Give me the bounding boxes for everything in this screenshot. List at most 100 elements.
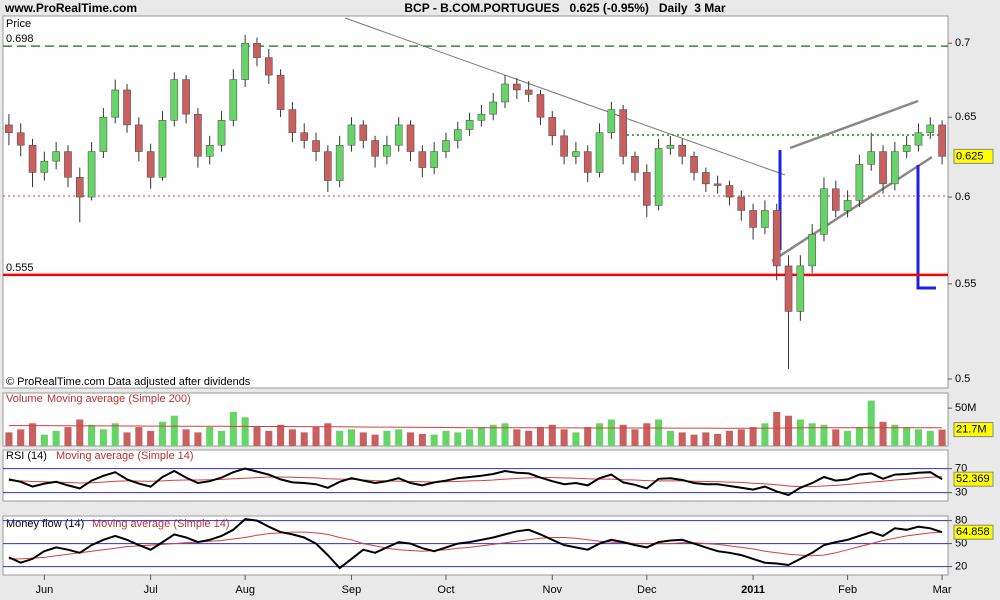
volume-bar [76, 419, 84, 446]
volume-bar [324, 423, 332, 446]
volume-bar [749, 427, 757, 446]
volume-bar [442, 430, 450, 446]
site-name: www.ProRealTime.com [4, 1, 137, 15]
volume-bar [666, 430, 674, 446]
last-value-label: 64.858 [956, 526, 990, 538]
volume-bar [17, 429, 25, 446]
candle-body [324, 151, 332, 181]
volume-bar [714, 433, 722, 446]
volume-bar [584, 427, 592, 446]
volume-bar [607, 419, 615, 446]
candle-body [335, 144, 344, 181]
volume-bar [903, 427, 911, 446]
volume-bar [206, 427, 214, 446]
volume-bar [525, 430, 533, 446]
x-tick-label: Oct [437, 584, 454, 596]
candle-body [772, 210, 781, 267]
candle-body [678, 144, 687, 157]
panel-title: RSI (14) [6, 450, 47, 462]
candle-body [406, 124, 415, 152]
candle-body [831, 188, 840, 211]
volume-bar [938, 429, 946, 446]
candle-body [926, 124, 935, 133]
candle-body [702, 172, 710, 185]
candle-body [891, 151, 899, 185]
last-value: 64.858 [953, 524, 994, 540]
y-tick-label: 0.55 [955, 278, 976, 290]
volume-bar [560, 429, 568, 446]
candle-body [477, 113, 486, 121]
candle-body [867, 151, 876, 165]
volume-bar [194, 432, 202, 446]
candle-body [595, 132, 604, 173]
volume-bar [123, 432, 131, 446]
y-tick-label: 0.6 [955, 191, 970, 203]
candle-body [713, 183, 722, 186]
volume-bar [395, 429, 403, 446]
candle-body [217, 120, 226, 146]
x-tick-label: Sep [342, 584, 362, 596]
volume-bar [466, 429, 474, 446]
candle-body [583, 151, 592, 173]
candle-body [5, 124, 13, 133]
y-tick-label: 20 [955, 560, 967, 572]
candle-body [619, 109, 627, 157]
y-tick-label: 0.5 [955, 373, 970, 385]
volume-bar [501, 423, 509, 446]
volume-bar [619, 424, 627, 446]
volume-bar [690, 434, 698, 446]
y-tick-label: 80 [955, 515, 967, 527]
candle-body [288, 109, 297, 133]
volume-bar [182, 429, 190, 446]
volume-bar [784, 415, 793, 446]
panel-title: Money flow (14) [6, 518, 84, 530]
volume-bar [844, 430, 852, 446]
volume-bar [820, 424, 828, 446]
candle-body [64, 151, 72, 178]
candle-body [418, 151, 427, 168]
last-value-box [953, 148, 994, 164]
candle-body [347, 124, 356, 146]
wedge-lower [771, 155, 933, 263]
candle-body [524, 89, 533, 95]
volume-bar [288, 429, 296, 446]
candle-body [536, 94, 545, 118]
volume-bar [513, 429, 521, 446]
x-tick-label: Dec [637, 584, 657, 596]
x-tick-label: Jul [144, 584, 158, 596]
price-panel [2, 15, 949, 389]
volume-bar [147, 430, 155, 446]
candle-body [453, 129, 462, 141]
candle-body [843, 200, 852, 211]
volume-bar [418, 433, 426, 446]
trend-line [344, 17, 786, 176]
candle-body [820, 188, 828, 235]
candle-body [75, 177, 84, 198]
note: © ProRealTime.com Data adjusted after di… [6, 376, 251, 388]
candle-body [572, 151, 580, 157]
candle-body [808, 234, 816, 267]
last-value: 0.625 [953, 148, 994, 164]
candle-body [548, 116, 557, 137]
x-tick-label: Jun [35, 584, 53, 596]
volume-bar [761, 423, 769, 446]
candle-body [914, 132, 923, 146]
volume-bar [572, 432, 580, 446]
volume-bar [548, 424, 556, 446]
volume-bar [52, 430, 60, 446]
volume-bar [158, 421, 167, 446]
candle-body [123, 89, 131, 126]
panel-title: Volume [6, 393, 43, 405]
candle-body [158, 120, 167, 178]
candle-body [749, 210, 757, 228]
data-line [8, 467, 943, 497]
volume-bar [347, 429, 356, 446]
ma-line [8, 425, 943, 429]
panel-title: Price [6, 18, 31, 30]
data-line [8, 518, 943, 570]
ma-name: Moving average (Simple 14) [92, 518, 230, 530]
volume-bar [595, 423, 604, 446]
wedge-upper [789, 99, 919, 150]
candle-body [501, 83, 509, 103]
